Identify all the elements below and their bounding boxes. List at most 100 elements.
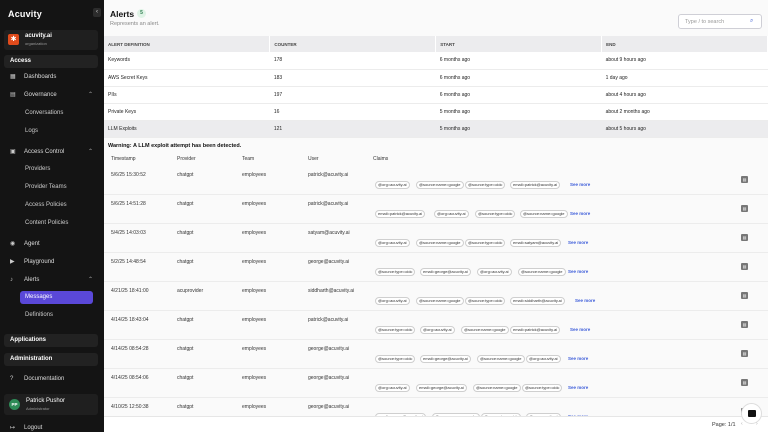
claim-chip: @source:type=oidc (375, 355, 416, 363)
acuvity-logo-icon: ✱ (8, 34, 19, 45)
cell-start: 5 months ago (435, 120, 602, 138)
column-header-start[interactable]: START (435, 36, 603, 52)
cell-timestamp: 5/6/25 14:51:28 (111, 201, 146, 207)
chevron-up-icon: ⌃ (87, 277, 93, 283)
cell-timestamp: 5/2/25 14:48:54 (111, 259, 146, 265)
note-icon[interactable]: ▤ (741, 263, 748, 270)
sidebar-item-access-policies[interactable]: Access Policies (25, 202, 67, 208)
note-icon[interactable]: ▤ (741, 350, 748, 357)
message-row[interactable]: 4/14/25 18:43:04 chatgpt employees patrick@… (104, 311, 768, 340)
cell-user: george@acuvity.ai (308, 346, 350, 352)
sidebar-item-agent[interactable]: ◉ Agent (4, 238, 98, 251)
column-header-user[interactable]: User (308, 156, 319, 162)
note-icon[interactable]: ▤ (741, 176, 748, 183)
chat-icon (748, 410, 756, 417)
column-header-timestamp[interactable]: Timestamp (111, 156, 136, 162)
table-row-selected[interactable]: LLM Exploits 121 5 months ago about 5 ho… (104, 120, 768, 138)
claim-chip: @source:type=oidc (465, 297, 506, 305)
column-header-counter[interactable]: COUNTER (269, 36, 437, 52)
column-header-alert-definition[interactable]: ALERT DEFINITION (104, 36, 271, 52)
message-row[interactable]: 5/4/25 14:03:03 chatgpt employees satyam@ac… (104, 224, 768, 253)
cell-timestamp: 4/21/25 18:41:00 (111, 288, 149, 294)
search-input[interactable] (678, 14, 762, 29)
sidebar-item-alerts[interactable]: ♪ Alerts ⌃ (4, 274, 98, 287)
table-row[interactable]: Private Keys 16 5 months ago about 2 mon… (104, 103, 768, 121)
note-icon[interactable]: ▤ (741, 292, 748, 299)
search-icon[interactable]: ⌕ (750, 18, 754, 24)
sidebar-item-content-policies[interactable]: Content Policies (25, 220, 69, 226)
note-icon[interactable]: ▤ (741, 379, 748, 386)
collapse-sidebar-button[interactable]: ‹ (93, 8, 101, 17)
sidebar-item-documentation[interactable]: ? Documentation (4, 373, 98, 386)
sidebar-item-label: Access Control (24, 149, 65, 155)
claim-chip: @source:type=oidc (375, 268, 416, 276)
warning-message: Warning: A LLM exploit attempt has been … (108, 143, 242, 149)
claim-chip: @source:name=google (520, 210, 568, 218)
sidebar-item-conversations[interactable]: Conversations (25, 110, 64, 116)
sidebar-item-access-control[interactable]: ▣ Access Control ⌃ (4, 146, 98, 159)
cell-definition: AWS Secret Keys (104, 69, 270, 87)
sidebar-item-messages[interactable]: Messages (20, 291, 93, 304)
see-more-link[interactable]: See more (568, 240, 589, 245)
note-icon[interactable]: ▤ (741, 321, 748, 328)
sidebar-item-governance[interactable]: ▤ Governance ⌃ (4, 89, 98, 102)
avatar: PP (9, 399, 20, 410)
sidebar-item-logs[interactable]: Logs (25, 128, 39, 134)
cell-provider: chatgpt (177, 317, 194, 323)
cell-provider: chatgpt (177, 172, 194, 178)
claim-chip: @org=acuvity.ai (526, 355, 561, 363)
see-more-link[interactable]: See more (575, 298, 596, 303)
claim-chip: email=satyam@acuvity.ai (510, 239, 562, 247)
note-icon[interactable]: ▤ (741, 234, 748, 241)
see-more-link[interactable]: See more (568, 385, 589, 390)
sidebar-item-provider-teams[interactable]: Provider Teams (25, 184, 67, 190)
org-switcher[interactable]: ✱ acuvity.ai organization (4, 30, 98, 50)
page-indicator: Page: 1/1 (712, 422, 736, 428)
claim-chip: @org=acuvity.ai (434, 210, 469, 218)
cell-counter: 121 (269, 120, 436, 138)
message-row[interactable]: 5/2/25 14:48:54 chatgpt employees george@ac… (104, 253, 768, 282)
cell-team: employees (242, 375, 267, 381)
next-page-button[interactable]: › (756, 421, 758, 427)
message-row[interactable]: 4/14/25 08:54:06 chatgpt employees george@a… (104, 369, 768, 398)
column-header-end[interactable]: END (601, 36, 768, 52)
section-applications[interactable]: Applications (4, 334, 98, 347)
sidebar-item-providers[interactable]: Providers (25, 166, 51, 172)
see-more-link[interactable]: See more (570, 211, 591, 216)
claim-chip: @org=acuvity.ai (375, 384, 410, 392)
table-row[interactable]: AWS Secret Keys 183 6 months ago 1 day a… (104, 69, 768, 87)
see-more-link[interactable]: See more (568, 269, 589, 274)
cell-timestamp: 5/4/25 14:03:03 (111, 230, 146, 236)
message-row[interactable]: 5/6/25 14:51:28 chatgpt employees patrick@a… (104, 195, 768, 224)
cell-user: patrick@acuvity.ai (308, 172, 349, 178)
message-row[interactable]: 4/14/25 08:54:28 chatgpt employees george@a… (104, 340, 768, 369)
user-profile[interactable]: PP Patrick Pushor Administrator (4, 394, 98, 415)
cell-definition: Keywords (104, 52, 270, 70)
section-access[interactable]: Access (4, 55, 98, 68)
see-more-link[interactable]: See more (570, 327, 591, 332)
column-header-claims[interactable]: Claims (373, 156, 389, 162)
sidebar-item-logout[interactable]: ↦ Logout (4, 422, 98, 432)
column-header-provider[interactable]: Provider (177, 156, 196, 162)
sidebar-item-playground[interactable]: ▶ Playground (4, 256, 98, 269)
see-more-link[interactable]: See more (568, 356, 589, 361)
table-row[interactable]: Keywords 178 6 months ago about 9 hours … (104, 52, 768, 70)
prev-page-button[interactable]: ‹ (741, 421, 743, 427)
cell-provider: chatgpt (177, 346, 194, 352)
alert-definitions-table: ALERT DEFINITION COUNTER START END Keywo… (104, 36, 768, 138)
claim-chip: email=george@acuvity.ai (420, 355, 471, 363)
cell-team: employees (242, 259, 267, 265)
note-icon[interactable]: ▤ (741, 205, 748, 212)
message-row[interactable]: 5/6/25 15:30:52 chatgpt employees patrick@a… (104, 166, 768, 195)
section-administration[interactable]: Administration (4, 353, 98, 366)
table-row[interactable]: PIIs 197 6 months ago about 4 hours ago (104, 86, 768, 104)
claim-chip: @org=acuvity.ai (375, 181, 410, 189)
column-header-team[interactable]: Team (242, 156, 255, 162)
see-more-link[interactable]: See more (570, 182, 591, 187)
cell-user: patrick@acuvity.ai (308, 317, 349, 323)
message-row[interactable]: 4/21/25 18:41:00 acuprovider employees sidd… (104, 282, 768, 311)
sidebar-item-definitions[interactable]: Definitions (25, 312, 54, 318)
sidebar-item-dashboards[interactable]: ▦ Dashboards (4, 71, 98, 84)
sidebar: Acuvity ‹ ✱ acuvity.ai organization Acce… (0, 0, 104, 432)
chat-support-button[interactable] (741, 403, 762, 424)
